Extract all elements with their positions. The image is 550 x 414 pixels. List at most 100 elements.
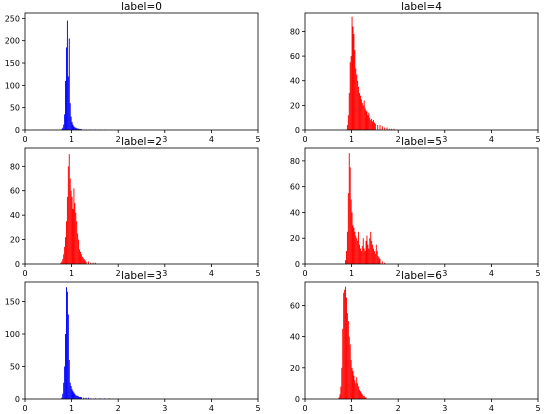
x-tick-label: 1: [349, 135, 354, 144]
x-tick-label: 4: [209, 404, 214, 413]
histogram-bar: [377, 125, 379, 130]
histogram-bar: [79, 129, 81, 130]
histogram-bar: [348, 153, 350, 264]
histogram-bar: [372, 121, 374, 130]
histogram-bar: [348, 336, 350, 399]
histogram-bar: [354, 380, 356, 399]
y-tick-label: 40: [290, 333, 300, 342]
x-tick-label: 2: [116, 269, 121, 278]
x-tick-label: 1: [69, 269, 74, 278]
x-tick-label: 4: [489, 135, 494, 144]
x-tick-label: 4: [209, 269, 214, 278]
x-tick-label: 0: [22, 404, 27, 413]
y-tick-label: 150: [5, 59, 20, 68]
histogram-bar: [373, 122, 375, 130]
histogram-bar: [360, 392, 362, 399]
y-tick-label: 40: [290, 77, 300, 86]
histogram-bar: [367, 244, 369, 264]
histogram-bar: [66, 20, 68, 131]
y-tick-label: 20: [10, 236, 20, 245]
histogram-bar: [84, 260, 86, 264]
histogram-bar: [64, 114, 66, 130]
x-tick-label: 1: [349, 269, 354, 278]
histogram-bar: [368, 248, 370, 264]
histogram-bar: [68, 360, 70, 399]
axes-frame: [304, 12, 539, 131]
histogram-bar: [60, 262, 62, 264]
y-tick-label: 0: [15, 395, 20, 404]
histogram-bar: [346, 297, 347, 399]
histogram-bar: [65, 334, 67, 399]
histogram-bar: [356, 238, 358, 264]
histogram-bar: [64, 366, 66, 399]
y-tick-label: 60: [290, 52, 300, 61]
histogram-bar: [94, 262, 96, 264]
histogram-bar: [61, 261, 63, 264]
histogram-bar: [90, 262, 92, 264]
histogram-bar: [68, 38, 70, 131]
histogram-bar: [357, 240, 359, 264]
y-tick-label: 80: [290, 27, 300, 36]
histogram-bar: [69, 382, 71, 399]
histogram-bar: [363, 100, 365, 130]
histogram-bar: [342, 328, 344, 399]
histogram-bar: [378, 257, 380, 264]
histogram-bar: [68, 154, 70, 264]
histogram-bar: [351, 16, 353, 131]
histogram-bar: [363, 395, 365, 399]
y-tick-label: 50: [10, 104, 20, 113]
histogram-bar: [79, 249, 80, 264]
histogram-bar: [349, 167, 351, 264]
histogram-bar: [67, 166, 69, 264]
histogram-bar: [381, 261, 383, 264]
y-tick-label: 200: [5, 37, 20, 46]
histogram-bar: [377, 256, 379, 264]
histogram-bar: [359, 248, 361, 264]
histogram-bar: [76, 221, 78, 264]
histogram-bar: [362, 395, 364, 399]
histogram-bar: [350, 199, 352, 264]
histogram-bar: [361, 394, 363, 399]
histogram-bar: [339, 394, 341, 399]
histogram-bar: [77, 233, 79, 264]
histogram-bar: [71, 389, 73, 399]
histogram-bar: [350, 360, 352, 399]
histogram-bar: [343, 292, 345, 399]
histogram-bar: [79, 397, 80, 399]
histogram-bar: [367, 115, 369, 130]
x-tick-label: 3: [442, 135, 447, 144]
histogram-bar: [85, 397, 87, 399]
histogram-bar: [74, 127, 76, 130]
y-tick-label: 60: [290, 183, 300, 192]
y-tick-label: 60: [10, 187, 20, 196]
x-tick-label: 0: [22, 135, 27, 144]
x-tick-label: 4: [209, 135, 214, 144]
histogram-bar: [338, 397, 340, 399]
histogram-bar: [373, 251, 375, 264]
histogram-bar: [62, 393, 64, 399]
histogram-bar: [64, 246, 66, 264]
histogram-bar: [363, 248, 365, 264]
histogram-bar: [358, 386, 360, 399]
histogram-bar: [65, 80, 67, 130]
y-tick-label: 0: [295, 126, 300, 135]
histogram-bar: [75, 127, 77, 130]
histogram-bar: [69, 103, 71, 130]
histogram-bar: [63, 254, 65, 264]
y-tick-label: 100: [5, 330, 20, 339]
histogram-bar: [365, 110, 367, 130]
histogram-bar: [66, 221, 67, 264]
histogram-bar: [358, 86, 360, 130]
histogram-bar: [351, 212, 353, 264]
histogram-bar: [379, 125, 381, 130]
histogram-bar: [371, 118, 373, 130]
histogram-bar: [347, 115, 349, 130]
x-tick-label: 1: [349, 404, 354, 413]
histogram-bar: [368, 112, 370, 130]
histogram-bar: [354, 49, 356, 130]
histogram-bar: [87, 261, 89, 264]
x-tick-label: 3: [442, 269, 447, 278]
histogram-bar: [62, 127, 64, 130]
histogram-bar: [69, 178, 71, 264]
